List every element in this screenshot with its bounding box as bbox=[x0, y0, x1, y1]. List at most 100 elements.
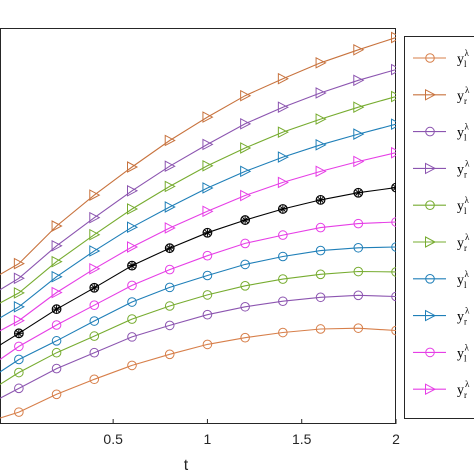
data-point-4-4 bbox=[127, 314, 137, 324]
data-point-6-1 bbox=[14, 354, 24, 365]
data-point-2-5 bbox=[164, 320, 175, 331]
data-point-8-1 bbox=[14, 341, 24, 352]
legend-marker bbox=[425, 53, 435, 63]
legend-label: ylλ bbox=[457, 342, 470, 363]
data-point-8-3 bbox=[89, 300, 100, 311]
legend-marker bbox=[425, 162, 437, 175]
series-line-4 bbox=[0, 270, 396, 386]
series-line-8 bbox=[0, 221, 396, 361]
data-point-3-3 bbox=[89, 211, 101, 224]
data-point-6-6 bbox=[202, 270, 213, 281]
data-point-0-11 bbox=[391, 325, 396, 336]
data-point-3-1 bbox=[13, 272, 25, 285]
data-point-0-4 bbox=[127, 360, 137, 371]
data-point-7-7 bbox=[240, 165, 252, 178]
legend-entry: yrλ bbox=[413, 232, 470, 253]
data-point-1-1 bbox=[13, 257, 25, 270]
legend-entry: ylλ bbox=[413, 48, 470, 69]
data-point-8-5 bbox=[164, 264, 175, 275]
data-point-0-6 bbox=[202, 339, 213, 350]
data-point-5-9 bbox=[315, 113, 327, 125]
legend-label: ylλ bbox=[457, 48, 470, 69]
data-point-6-11 bbox=[391, 242, 396, 252]
data-point-8-11 bbox=[391, 217, 396, 227]
data-point-7-3 bbox=[89, 245, 101, 257]
data-point-center-5 bbox=[164, 243, 175, 254]
data-point-9-9 bbox=[315, 165, 327, 178]
legend-entry: ylλ bbox=[413, 342, 470, 363]
data-point-center-4 bbox=[127, 260, 137, 271]
data-point-4-2 bbox=[51, 347, 62, 358]
data-point-0-3 bbox=[89, 374, 100, 385]
series-line-2 bbox=[0, 294, 396, 399]
legend: ylλ yrλ ylλ yrλ ylλ yrλ ylλ yrλ ylλ yrλ bbox=[404, 36, 474, 419]
data-point-1-3 bbox=[89, 189, 101, 201]
data-point-0-9 bbox=[315, 324, 326, 334]
data-point-9-11 bbox=[391, 146, 396, 159]
data-point-0-8 bbox=[278, 327, 288, 338]
data-point-8-6 bbox=[202, 250, 213, 261]
legend-entry: yrλ bbox=[413, 306, 470, 327]
x-axis-ticks: 0.5 1 1.5 2 bbox=[103, 419, 400, 447]
data-point-center-2 bbox=[51, 304, 62, 315]
series-line-0 bbox=[0, 327, 396, 419]
legend-entry: yrλ bbox=[413, 379, 470, 400]
plot-area bbox=[0, 28, 396, 424]
data-point-4-7 bbox=[240, 280, 250, 291]
data-point-2-8 bbox=[278, 296, 288, 307]
legend-entry: ylλ bbox=[413, 269, 470, 290]
legend-marker bbox=[425, 274, 435, 284]
data-point-0-2 bbox=[51, 389, 62, 400]
data-point-3-9 bbox=[315, 87, 327, 99]
legend-label: yrλ bbox=[457, 306, 470, 327]
data-point-2-3 bbox=[89, 347, 100, 358]
x-tick-label: 1 bbox=[204, 431, 212, 447]
data-point-9-3 bbox=[89, 262, 101, 275]
x-axis-label: t bbox=[184, 457, 189, 474]
data-point-9-10 bbox=[353, 155, 365, 168]
data-point-5-3 bbox=[89, 228, 101, 241]
series-line-3 bbox=[0, 69, 396, 291]
data-point-5-2 bbox=[51, 255, 63, 268]
data-point-5-10 bbox=[353, 101, 365, 114]
data-point-center-1 bbox=[13, 328, 24, 339]
legend-marker bbox=[425, 126, 435, 137]
legend-label: yrλ bbox=[457, 85, 470, 106]
data-point-5-6 bbox=[202, 159, 214, 172]
data-point-center-9 bbox=[315, 194, 326, 205]
data-point-6-4 bbox=[127, 297, 137, 307]
legend-label: yrλ bbox=[457, 379, 470, 400]
legend-marker bbox=[425, 309, 437, 322]
legend-label: yrλ bbox=[457, 158, 470, 179]
data-point-3-10 bbox=[353, 74, 365, 87]
series-line-5 bbox=[0, 95, 396, 304]
data-point-center-6 bbox=[202, 227, 213, 238]
data-point-5-8 bbox=[277, 126, 289, 138]
series-line-center bbox=[0, 187, 396, 346]
data-point-3-7 bbox=[240, 118, 252, 130]
data-point-1-8 bbox=[277, 72, 289, 85]
data-point-1-2 bbox=[51, 220, 63, 232]
data-point-2-2 bbox=[51, 363, 62, 374]
legend-entry: yrλ bbox=[413, 85, 470, 106]
legend-entry: ylλ bbox=[413, 195, 470, 216]
data-point-8-9 bbox=[315, 222, 326, 233]
data-point-2-10 bbox=[353, 290, 364, 301]
data-point-7-1 bbox=[13, 300, 25, 313]
data-point-1-5 bbox=[164, 134, 176, 147]
data-point-1-6 bbox=[202, 111, 214, 123]
data-point-2-11 bbox=[391, 291, 396, 302]
data-point-6-2 bbox=[51, 336, 62, 346]
data-point-6-8 bbox=[278, 251, 288, 262]
data-point-4-10 bbox=[353, 266, 364, 277]
data-point-2-6 bbox=[202, 309, 213, 320]
data-point-4-6 bbox=[202, 290, 213, 300]
data-point-8-8 bbox=[278, 230, 288, 240]
plot-frame bbox=[0, 28, 396, 424]
legend-label: ylλ bbox=[457, 195, 470, 216]
data-point-5-11 bbox=[391, 90, 396, 103]
data-point-4-5 bbox=[164, 301, 175, 311]
data-point-0-1 bbox=[14, 407, 24, 417]
legend-entry: yrλ bbox=[413, 158, 470, 179]
